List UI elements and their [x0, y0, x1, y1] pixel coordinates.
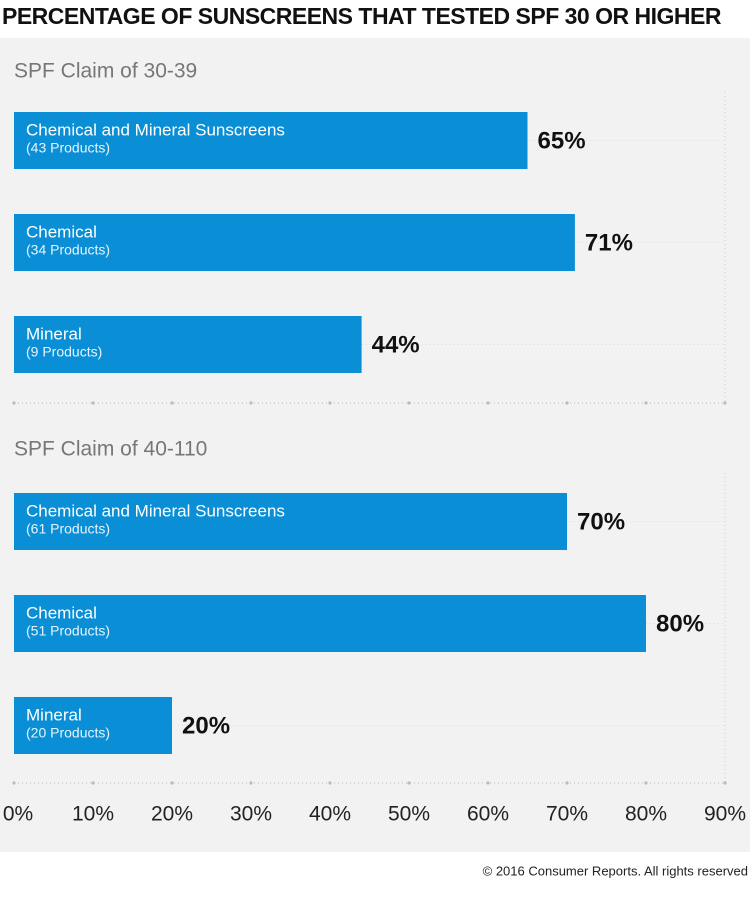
- tick-mark: [565, 781, 569, 785]
- tick-mark: [407, 781, 411, 785]
- bar-count: (51 Products): [26, 623, 110, 639]
- tick-mark: [91, 401, 95, 405]
- value-label: 20%: [182, 712, 230, 739]
- bar: [14, 214, 575, 271]
- value-label: 80%: [656, 610, 704, 637]
- x-tick-label: 40%: [309, 803, 351, 826]
- tick-mark: [12, 401, 16, 405]
- tick-mark: [486, 401, 490, 405]
- panel-subtitle: SPF Claim of 40-110: [14, 438, 207, 461]
- x-tick-label: 90%: [704, 803, 746, 826]
- tick-mark: [644, 401, 648, 405]
- x-tick-label: 80%: [625, 803, 667, 826]
- tick-mark: [723, 401, 727, 405]
- chart-title: PERCENTAGE OF SUNSCREENS THAT TESTED SPF…: [2, 3, 722, 29]
- bar-category: Mineral: [26, 705, 82, 724]
- x-tick-label: 10%: [72, 803, 114, 826]
- x-tick-label: 20%: [151, 803, 193, 826]
- panel-subtitle: SPF Claim of 30-39: [14, 60, 197, 83]
- tick-mark: [723, 781, 727, 785]
- tick-mark: [328, 781, 332, 785]
- bar: [14, 595, 646, 652]
- tick-mark: [12, 781, 16, 785]
- x-tick-label: 0%: [3, 803, 33, 826]
- bar-category: Chemical: [26, 222, 97, 241]
- tick-mark: [170, 781, 174, 785]
- bar-category: Chemical and Mineral Sunscreens: [26, 501, 285, 520]
- tick-mark: [91, 781, 95, 785]
- bar: [14, 112, 528, 169]
- bar-count: (61 Products): [26, 521, 110, 537]
- x-tick-label: 30%: [230, 803, 272, 826]
- bar-count: (20 Products): [26, 725, 110, 741]
- bar-count: (34 Products): [26, 242, 110, 258]
- tick-mark: [249, 781, 253, 785]
- tick-mark: [328, 401, 332, 405]
- bar-category: Mineral: [26, 324, 82, 343]
- tick-mark: [407, 401, 411, 405]
- bar-count: (9 Products): [26, 344, 102, 360]
- x-tick-label: 70%: [546, 803, 588, 826]
- tick-mark: [486, 781, 490, 785]
- bar-category: Chemical and Mineral Sunscreens: [26, 120, 285, 139]
- tick-mark: [565, 401, 569, 405]
- tick-mark: [170, 401, 174, 405]
- tick-mark: [249, 401, 253, 405]
- x-tick-label: 50%: [388, 803, 430, 826]
- tick-mark: [644, 781, 648, 785]
- footer: © 2016 Consumer Reports. All rights rese…: [483, 863, 748, 878]
- bar: [14, 316, 362, 373]
- value-label: 71%: [585, 229, 633, 256]
- value-label: 44%: [372, 331, 420, 358]
- x-tick-label: 60%: [467, 803, 509, 826]
- value-label: 65%: [538, 127, 586, 154]
- value-label: 70%: [577, 508, 625, 535]
- bar: [14, 697, 172, 754]
- bar: [14, 493, 567, 550]
- bar-count: (43 Products): [26, 140, 110, 156]
- bar-category: Chemical: [26, 603, 97, 622]
